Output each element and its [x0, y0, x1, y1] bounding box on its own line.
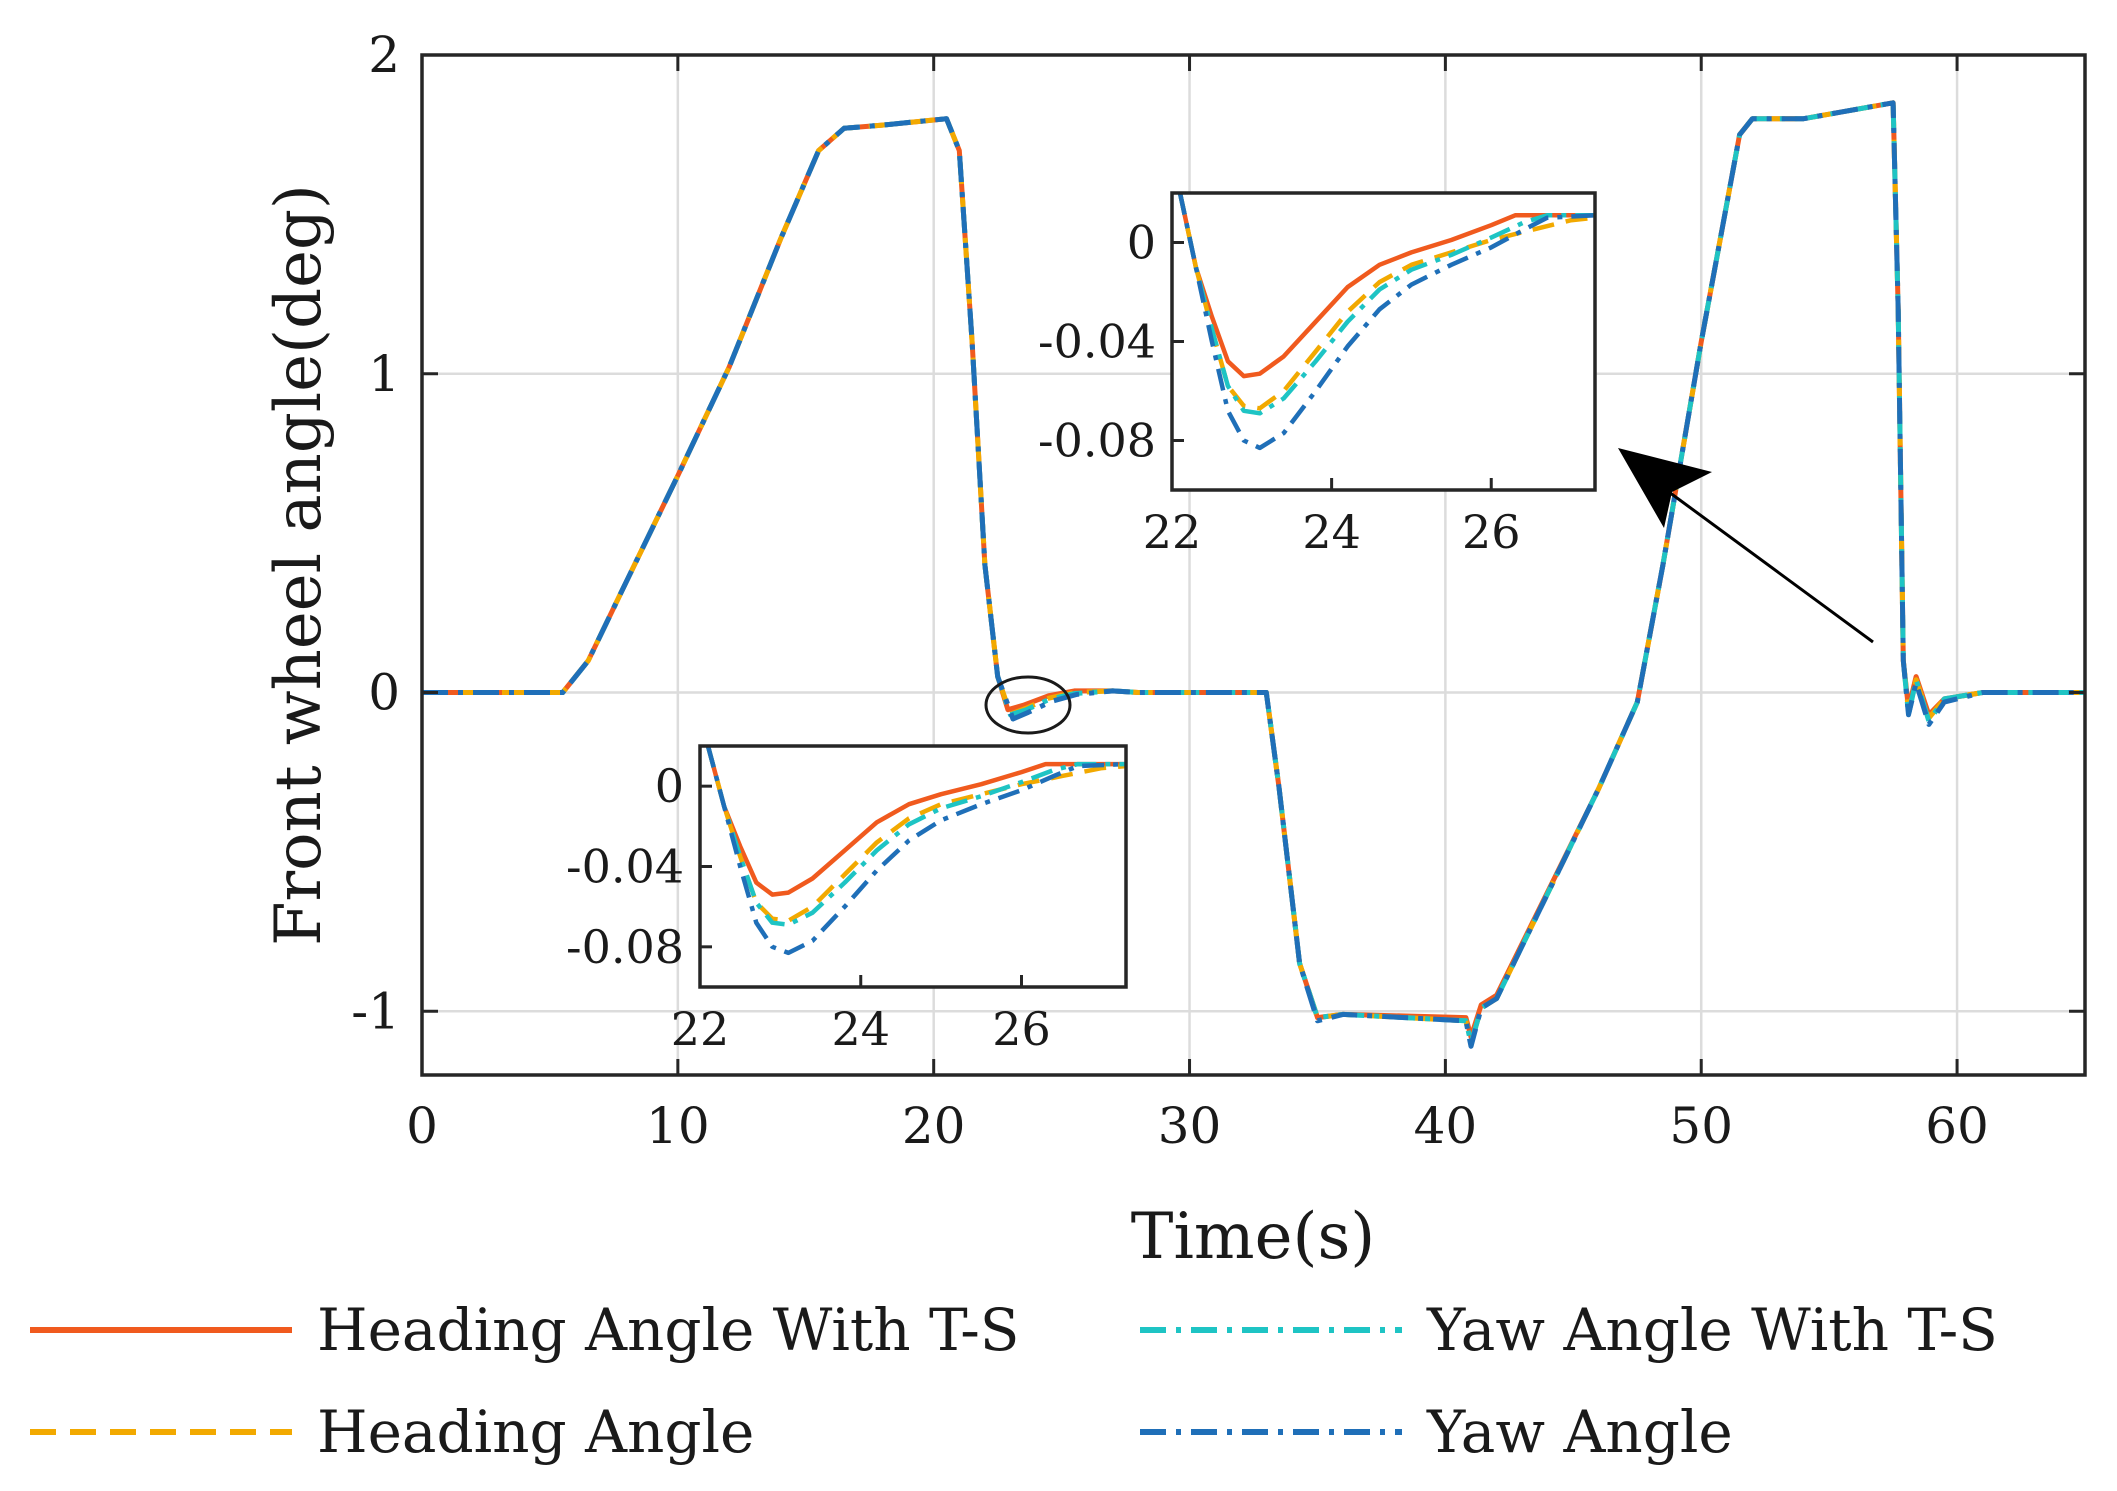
x-tick-label: 60: [1925, 1097, 1989, 1155]
y-tick-label: -1: [351, 982, 400, 1040]
inset-background: [700, 746, 1126, 987]
legend-item: Yaw Angle With T-S: [1140, 1296, 1998, 1364]
inset-x-tick-label: 26: [1462, 505, 1521, 559]
main-plot-frame: [420, 53, 2087, 1077]
y-tick-label: 2: [368, 26, 400, 84]
legend-item: Heading Angle: [30, 1398, 754, 1466]
series-line-yaw-angle: [422, 100, 2085, 1049]
upper-inset: 22 24 26 0 -0.04 -0.08: [1038, 191, 1597, 559]
series-line-yaw-angle-with-t-s: [422, 100, 2085, 1046]
inset-y-tick-label: -0.08: [566, 920, 684, 974]
legend-item: Yaw Angle: [1140, 1398, 1733, 1466]
legend-label: Yaw Angle: [1426, 1398, 1733, 1466]
arrow-head: [1618, 448, 1712, 528]
x-tick-label: 30: [1158, 1097, 1222, 1155]
x-axis-label: Time(s): [1131, 1200, 1376, 1274]
y-tick-label: 0: [368, 664, 400, 722]
inset-series-group: [705, 746, 1126, 956]
legend-label: Yaw Angle With T-S: [1426, 1296, 1998, 1364]
inset-x-tick-label: 24: [831, 1002, 890, 1056]
inset-y-tick-label: -0.08: [1038, 414, 1156, 468]
x-tick-label: 40: [1414, 1097, 1478, 1155]
x-tick-label: 50: [1669, 1097, 1733, 1155]
inset-series-line-heading-angle: [1177, 193, 1595, 411]
x-tick-label: 20: [902, 1097, 966, 1155]
y-tick-label: 1: [368, 345, 400, 403]
inset-series-line-yaw-angle-with-t-s: [1177, 193, 1595, 416]
x-tick-label: 10: [646, 1097, 710, 1155]
inset-x-tick-label: 22: [1143, 505, 1202, 559]
lower-inset: 22 24 26 0 -0.04 -0.08: [566, 744, 1128, 1056]
inset-background: [1172, 193, 1595, 490]
x-tick-label: 0: [406, 1097, 438, 1155]
inset-series-line-yaw-angle: [705, 746, 1126, 956]
y-axis-label: Front wheel angle(deg): [262, 184, 336, 946]
inset-series-line-yaw-angle-with-t-s: [705, 746, 1126, 927]
inset-series-line-heading-angle-with-t-s: [705, 746, 1126, 897]
main-series-group: [422, 100, 2085, 1049]
inset-y-tick-label: -0.04: [566, 840, 684, 894]
inset-series-line-yaw-angle: [1177, 193, 1595, 451]
legend-label: Heading Angle: [317, 1398, 754, 1466]
inset-y-tick-label: 0: [655, 759, 684, 813]
pointer-arrow: [1618, 448, 1874, 644]
inset-y-tick-label: 0: [1127, 216, 1156, 270]
inset-x-tick-label: 24: [1302, 505, 1361, 559]
inset-x-tick-label: 26: [992, 1002, 1051, 1056]
inset-x-tick-label: 22: [671, 1002, 730, 1056]
inset-series-line-heading-angle-with-t-s: [1177, 193, 1595, 379]
legend-item: Heading Angle With T-S: [30, 1296, 1020, 1364]
inset-series-group: [1177, 193, 1595, 451]
inset-y-tick-label: -0.04: [1038, 315, 1156, 369]
legend-label: Heading Angle With T-S: [317, 1296, 1020, 1364]
zoom-region-ellipse: [984, 675, 1072, 735]
legend: Heading Angle With T-S Heading Angle Yaw A…: [30, 1296, 1998, 1466]
